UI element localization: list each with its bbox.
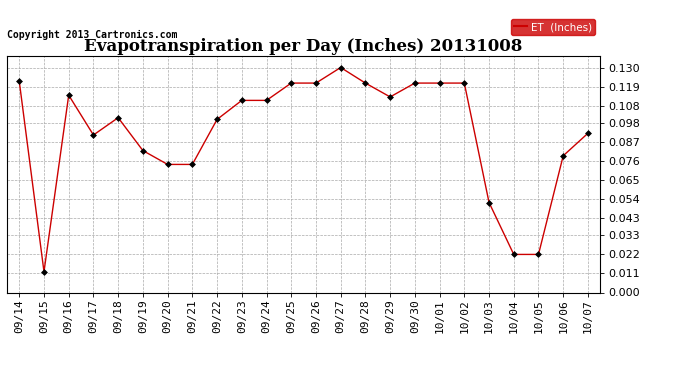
Legend: ET  (Inches): ET (Inches) [511,19,595,35]
Title: Evapotranspiration per Day (Inches) 20131008: Evapotranspiration per Day (Inches) 2013… [84,38,523,55]
Text: Copyright 2013 Cartronics.com: Copyright 2013 Cartronics.com [7,30,177,40]
